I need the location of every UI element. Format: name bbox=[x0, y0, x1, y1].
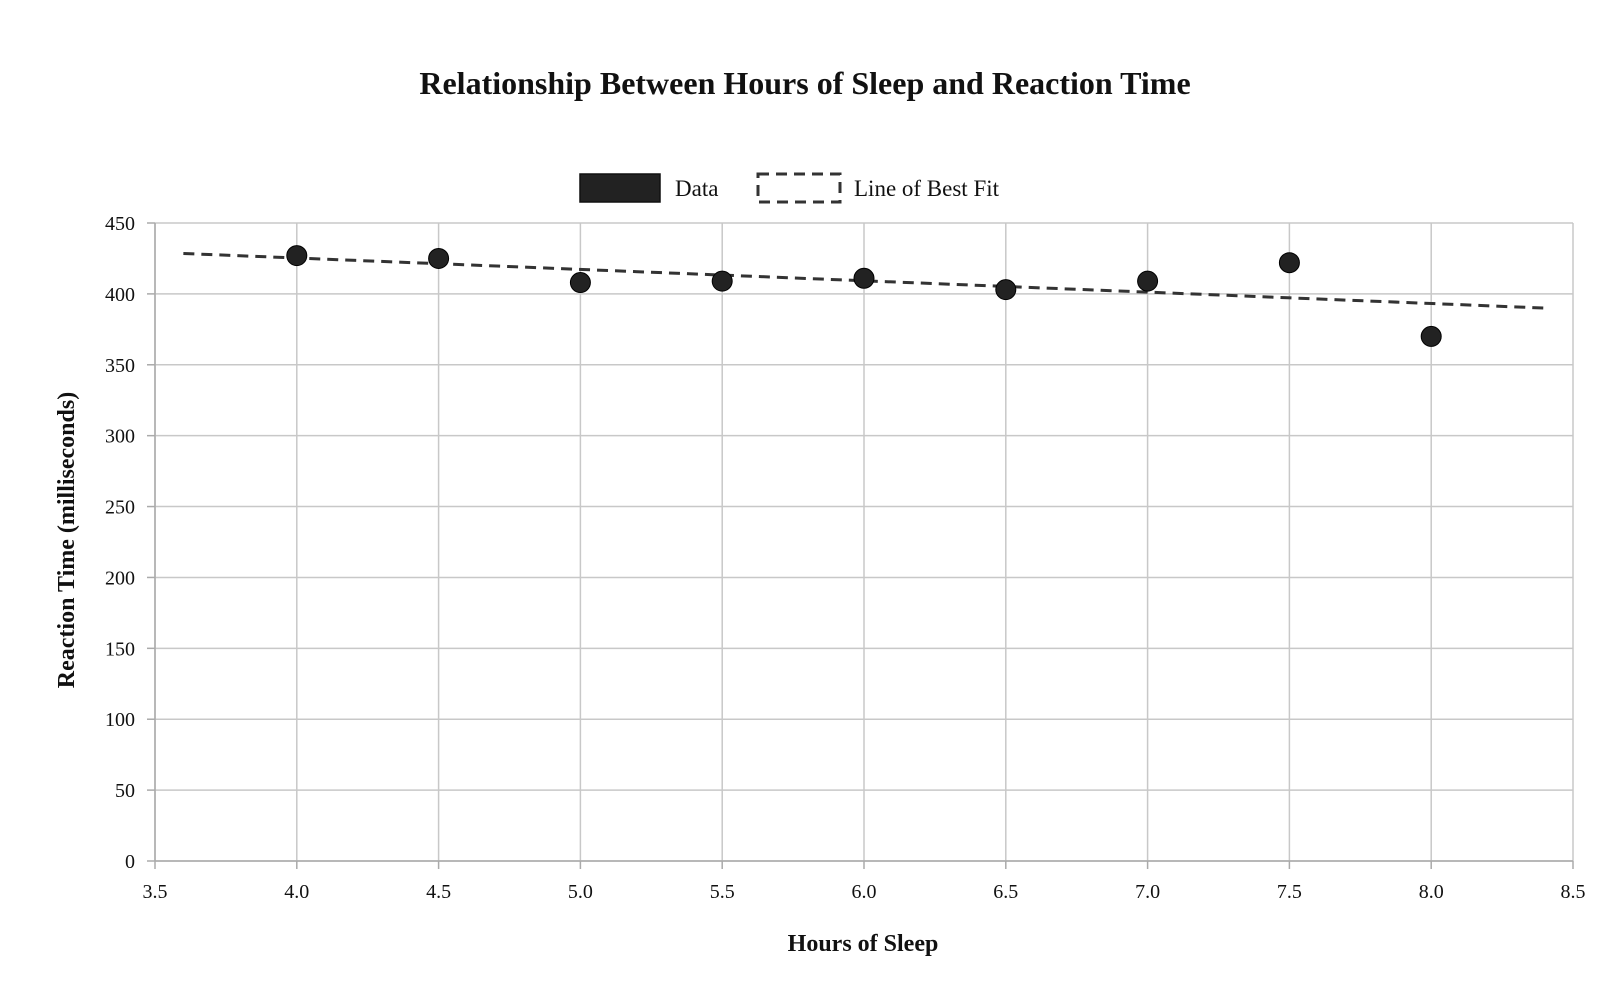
y-tick-label: 350 bbox=[105, 355, 135, 377]
legend-item-data: Data bbox=[579, 173, 718, 203]
y-tick-label: 400 bbox=[105, 284, 135, 306]
data-point bbox=[428, 247, 450, 269]
x-tick-label: 4.0 bbox=[284, 881, 309, 903]
x-tick-label: 4.5 bbox=[426, 881, 451, 903]
axes: 3.5 4.0 4.5 5.0 5.5 6.0 6.5 7.0 7.5 8.0 8.5 0 50 100 1… bbox=[105, 213, 1586, 903]
x-tick-label: 5.5 bbox=[710, 881, 735, 903]
data-point bbox=[1420, 325, 1442, 347]
data-point bbox=[1278, 252, 1300, 274]
data-point bbox=[286, 245, 308, 267]
data-point bbox=[995, 279, 1017, 301]
grid bbox=[154, 222, 1574, 862]
x-tick-label: 8.5 bbox=[1561, 881, 1586, 903]
best-fit-line bbox=[183, 251, 1545, 310]
legend-swatch-data bbox=[579, 173, 661, 203]
y-tick-label: 300 bbox=[105, 426, 135, 448]
data-point bbox=[853, 267, 875, 289]
y-tick-label: 100 bbox=[105, 709, 135, 731]
y-tick-label: 150 bbox=[105, 638, 135, 660]
y-tick-label: 450 bbox=[105, 213, 135, 235]
data-points bbox=[286, 245, 1442, 347]
x-tick-label: 7.5 bbox=[1277, 881, 1302, 903]
x-tick-label: 6.5 bbox=[993, 881, 1018, 903]
legend: Data Line of Best Fit bbox=[579, 172, 1000, 204]
x-axis-title: Hours of Sleep bbox=[788, 931, 939, 957]
legend-swatch-best-fit bbox=[756, 172, 842, 204]
legend-label-data: Data bbox=[675, 176, 718, 201]
data-point bbox=[569, 272, 591, 294]
data-point bbox=[1137, 270, 1159, 292]
x-tick-label: 5.0 bbox=[568, 881, 593, 903]
y-tick-label: 250 bbox=[105, 497, 135, 519]
y-axis-title: Reaction Time (milliseconds) bbox=[54, 392, 80, 688]
x-tick-label: 7.0 bbox=[1135, 881, 1160, 903]
best-fit-layer bbox=[183, 251, 1545, 310]
x-tick-label: 6.0 bbox=[852, 881, 877, 903]
legend-item-best-fit: Line of Best Fit bbox=[756, 172, 1000, 204]
y-tick-label: 200 bbox=[105, 567, 135, 589]
legend-label-best-fit: Line of Best Fit bbox=[854, 176, 1000, 201]
data-point bbox=[711, 270, 733, 292]
x-tick-label: 3.5 bbox=[143, 881, 168, 903]
y-tick-label: 50 bbox=[115, 780, 135, 802]
y-tick-label: 0 bbox=[125, 851, 135, 873]
x-tick-label: 8.0 bbox=[1419, 881, 1444, 903]
chart-title: Relationship Between Hours of Sleep and … bbox=[419, 65, 1190, 101]
